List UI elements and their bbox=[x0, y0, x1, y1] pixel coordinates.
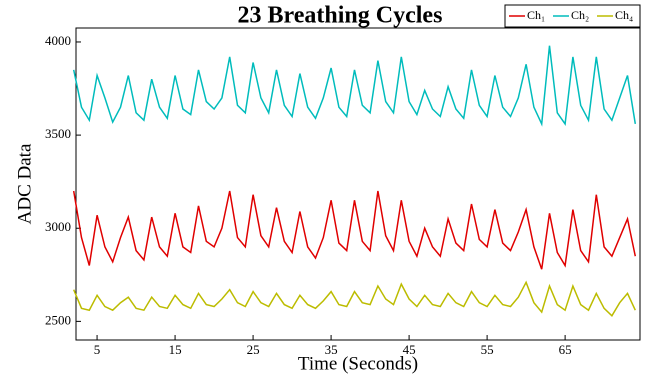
chart-title: 23 Breathing Cycles bbox=[238, 3, 443, 29]
x-tick-label: 35 bbox=[325, 342, 338, 357]
y-axis-label: ADC Data bbox=[14, 143, 35, 224]
x-tick-label: 45 bbox=[403, 342, 416, 357]
x-tick-label: 55 bbox=[481, 342, 494, 357]
line-series bbox=[72, 190, 637, 270]
line-series bbox=[72, 45, 637, 127]
legend-box bbox=[504, 4, 641, 28]
plot-frame bbox=[75, 27, 641, 341]
y-tick-label: 2500 bbox=[45, 312, 71, 327]
y-tick-label: 4000 bbox=[45, 33, 71, 48]
x-tick-label: 15 bbox=[169, 342, 182, 357]
legend-label: Ch₄ bbox=[615, 8, 633, 22]
x-tick-label: 5 bbox=[94, 342, 101, 357]
y-tick-label: 3000 bbox=[45, 219, 71, 234]
x-tick-label: 25 bbox=[247, 342, 260, 357]
legend-label: Ch₁ bbox=[527, 8, 545, 22]
line-series bbox=[73, 280, 636, 317]
legend-label: Ch₂ bbox=[571, 8, 589, 22]
x-tick-label: 65 bbox=[559, 342, 572, 357]
x-axis-label: Time (Seconds) bbox=[298, 353, 418, 374]
y-tick-label: 3500 bbox=[45, 126, 71, 141]
